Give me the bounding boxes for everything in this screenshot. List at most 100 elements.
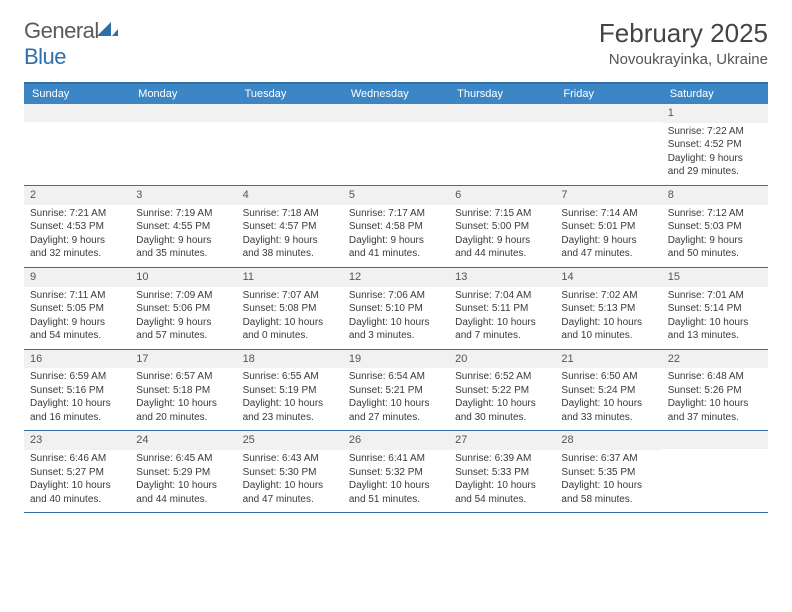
sunset-line: Sunset: 5:06 PM [136,302,230,316]
sunset-line: Sunset: 5:01 PM [561,220,655,234]
sunset-line: Sunset: 5:13 PM [561,302,655,316]
day-number: 20 [449,350,555,369]
sunset-line: Sunset: 5:11 PM [455,302,549,316]
day-cell [662,431,768,512]
sunset-line: Sunset: 5:21 PM [349,384,443,398]
daylight-line: Daylight: 9 hours and 38 minutes. [243,234,337,261]
daylight-line: Daylight: 10 hours and 27 minutes. [349,397,443,424]
sunset-line: Sunset: 5:22 PM [455,384,549,398]
day-cell: 16Sunrise: 6:59 AMSunset: 5:16 PMDayligh… [24,350,130,431]
sunrise-line: Sunrise: 7:15 AM [455,207,549,221]
day-number: 10 [130,268,236,287]
daylight-line: Daylight: 10 hours and 51 minutes. [349,479,443,506]
sunrise-line: Sunrise: 7:22 AM [668,125,762,139]
weekday-header: Friday [555,84,661,104]
logo-sail-icon [97,18,119,36]
calendar: SundayMondayTuesdayWednesdayThursdayFrid… [24,82,768,513]
weekday-header: Thursday [449,84,555,104]
sunset-line: Sunset: 5:26 PM [668,384,762,398]
day-number: 1 [662,104,768,123]
sunset-line: Sunset: 5:32 PM [349,466,443,480]
header: General Blue February 2025 Novoukrayinka… [24,18,768,70]
day-cell: 12Sunrise: 7:06 AMSunset: 5:10 PMDayligh… [343,268,449,349]
daylight-line: Daylight: 10 hours and 16 minutes. [30,397,124,424]
weekday-header: Monday [130,84,236,104]
daylight-line: Daylight: 10 hours and 58 minutes. [561,479,655,506]
day-cell: 26Sunrise: 6:41 AMSunset: 5:32 PMDayligh… [343,431,449,512]
day-cell: 21Sunrise: 6:50 AMSunset: 5:24 PMDayligh… [555,350,661,431]
week-row: 2Sunrise: 7:21 AMSunset: 4:53 PMDaylight… [24,186,768,268]
daylight-line: Daylight: 10 hours and 40 minutes. [30,479,124,506]
day-cell [237,104,343,185]
day-cell: 18Sunrise: 6:55 AMSunset: 5:19 PMDayligh… [237,350,343,431]
sunrise-line: Sunrise: 7:04 AM [455,289,549,303]
day-number: 15 [662,268,768,287]
day-cell: 6Sunrise: 7:15 AMSunset: 5:00 PMDaylight… [449,186,555,267]
day-cell [555,104,661,185]
sunset-line: Sunset: 5:27 PM [30,466,124,480]
sunset-line: Sunset: 5:30 PM [243,466,337,480]
sunrise-line: Sunrise: 6:37 AM [561,452,655,466]
day-number: 14 [555,268,661,287]
day-cell: 15Sunrise: 7:01 AMSunset: 5:14 PMDayligh… [662,268,768,349]
day-number [24,104,130,122]
day-number: 26 [343,431,449,450]
weekday-header: Sunday [24,84,130,104]
day-cell: 17Sunrise: 6:57 AMSunset: 5:18 PMDayligh… [130,350,236,431]
sunset-line: Sunset: 5:24 PM [561,384,655,398]
sunset-line: Sunset: 5:19 PM [243,384,337,398]
daylight-line: Daylight: 9 hours and 44 minutes. [455,234,549,261]
day-number: 8 [662,186,768,205]
day-number: 12 [343,268,449,287]
day-cell [343,104,449,185]
day-number: 16 [24,350,130,369]
sunset-line: Sunset: 4:53 PM [30,220,124,234]
sunrise-line: Sunrise: 6:45 AM [136,452,230,466]
day-cell: 9Sunrise: 7:11 AMSunset: 5:05 PMDaylight… [24,268,130,349]
daylight-line: Daylight: 9 hours and 35 minutes. [136,234,230,261]
sunset-line: Sunset: 5:18 PM [136,384,230,398]
title-block: February 2025 Novoukrayinka, Ukraine [599,18,768,68]
sunset-line: Sunset: 5:33 PM [455,466,549,480]
sunrise-line: Sunrise: 6:46 AM [30,452,124,466]
sunrise-line: Sunrise: 6:39 AM [455,452,549,466]
day-number: 25 [237,431,343,450]
sunrise-line: Sunrise: 7:14 AM [561,207,655,221]
sunrise-line: Sunrise: 7:12 AM [668,207,762,221]
day-cell [24,104,130,185]
day-cell: 3Sunrise: 7:19 AMSunset: 4:55 PMDaylight… [130,186,236,267]
day-cell: 5Sunrise: 7:17 AMSunset: 4:58 PMDaylight… [343,186,449,267]
day-number: 2 [24,186,130,205]
day-number: 28 [555,431,661,450]
day-number: 21 [555,350,661,369]
daylight-line: Daylight: 9 hours and 32 minutes. [30,234,124,261]
day-number: 27 [449,431,555,450]
week-row: 1Sunrise: 7:22 AMSunset: 4:52 PMDaylight… [24,104,768,186]
sunset-line: Sunset: 5:00 PM [455,220,549,234]
sunrise-line: Sunrise: 6:48 AM [668,370,762,384]
day-number: 24 [130,431,236,450]
daylight-line: Daylight: 10 hours and 30 minutes. [455,397,549,424]
sunrise-line: Sunrise: 7:19 AM [136,207,230,221]
day-cell: 1Sunrise: 7:22 AMSunset: 4:52 PMDaylight… [662,104,768,185]
daylight-line: Daylight: 10 hours and 44 minutes. [136,479,230,506]
day-cell: 11Sunrise: 7:07 AMSunset: 5:08 PMDayligh… [237,268,343,349]
daylight-line: Daylight: 10 hours and 23 minutes. [243,397,337,424]
sunset-line: Sunset: 4:57 PM [243,220,337,234]
sunrise-line: Sunrise: 7:18 AM [243,207,337,221]
sunrise-line: Sunrise: 7:09 AM [136,289,230,303]
sunset-line: Sunset: 4:55 PM [136,220,230,234]
day-number: 19 [343,350,449,369]
daylight-line: Daylight: 10 hours and 0 minutes. [243,316,337,343]
daylight-line: Daylight: 10 hours and 3 minutes. [349,316,443,343]
sunrise-line: Sunrise: 7:17 AM [349,207,443,221]
week-row: 16Sunrise: 6:59 AMSunset: 5:16 PMDayligh… [24,350,768,432]
logo-text: General Blue [24,18,119,70]
daylight-line: Daylight: 9 hours and 29 minutes. [668,152,762,179]
sunset-line: Sunset: 5:14 PM [668,302,762,316]
day-number [343,104,449,122]
location-label: Novoukrayinka, Ukraine [599,51,768,68]
sunset-line: Sunset: 5:29 PM [136,466,230,480]
day-cell: 10Sunrise: 7:09 AMSunset: 5:06 PMDayligh… [130,268,236,349]
day-cell: 4Sunrise: 7:18 AMSunset: 4:57 PMDaylight… [237,186,343,267]
